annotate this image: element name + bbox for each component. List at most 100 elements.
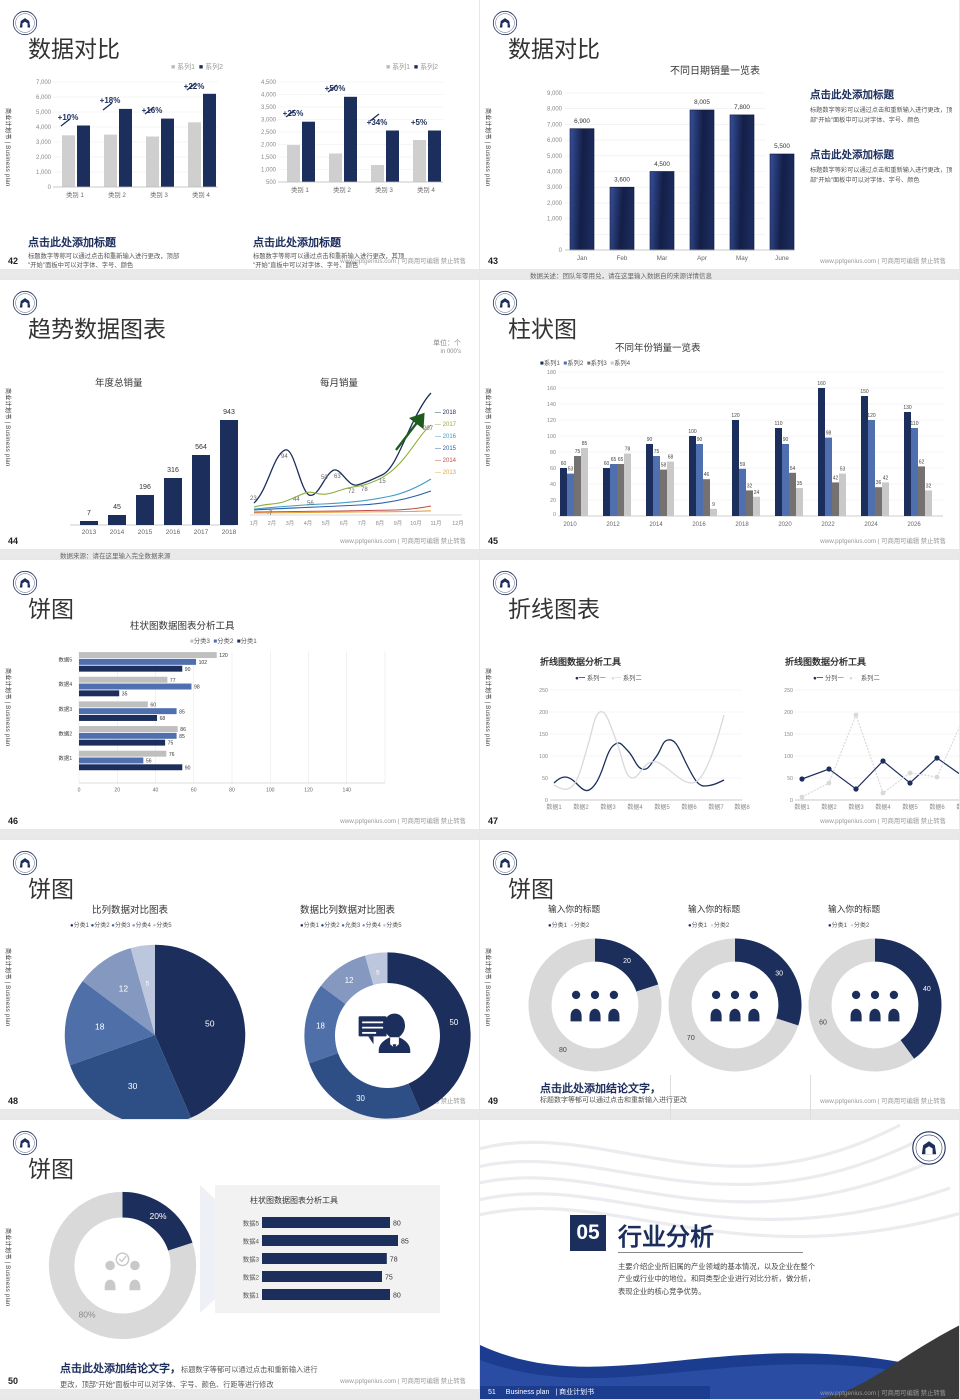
svg-text:78: 78 [625,447,631,453]
svg-text:250: 250 [784,688,793,694]
svg-text:110: 110 [911,421,919,427]
svg-text:76: 76 [169,752,175,758]
svg-text:943: 943 [223,409,235,416]
svg-text:2018: 2018 [735,522,749,528]
svg-text:1,000: 1,000 [261,168,277,174]
svg-text:7,000: 7,000 [547,122,563,128]
svg-text:0: 0 [78,788,81,794]
svg-text:196: 196 [139,484,151,491]
svg-text:2,000: 2,000 [261,143,277,149]
svg-text:5,500: 5,500 [774,143,790,150]
svg-text:40: 40 [550,482,556,488]
svg-text:2022: 2022 [821,522,835,528]
svg-text:150: 150 [539,732,548,738]
svg-text:4月: 4月 [304,520,312,527]
svg-text:数据4: 数据4 [243,1237,260,1246]
svg-text:60: 60 [819,1020,827,1027]
svg-text:4,000: 4,000 [36,125,52,131]
svg-text:53: 53 [840,467,846,473]
svg-text:数据5: 数据5 [654,803,670,811]
svg-text:2024: 2024 [864,522,878,528]
svg-text:6月: 6月 [340,520,348,527]
svg-text:2014: 2014 [110,529,125,536]
svg-text:20%: 20% [149,1211,166,1221]
svg-text:2,000: 2,000 [547,201,563,207]
svg-text:Apr: Apr [697,255,707,262]
svg-text:8,005: 8,005 [694,99,710,106]
svg-text:63: 63 [334,474,341,480]
svg-text:数据3: 数据3 [600,803,616,811]
svg-text:56: 56 [146,759,152,765]
svg-text:80: 80 [393,1221,401,1228]
svg-text:100: 100 [266,788,275,794]
svg-text:80: 80 [393,1293,401,1300]
svg-text:120: 120 [731,413,740,419]
svg-text:80: 80 [229,788,235,794]
svg-text:60: 60 [604,461,610,467]
svg-text:数据4: 数据4 [875,803,891,811]
svg-text:40: 40 [923,986,931,993]
svg-text:数据3: 数据3 [848,803,864,811]
svg-text:类别 4: 类别 4 [192,190,210,199]
svg-text:2013: 2013 [82,529,97,536]
svg-text:数据6: 数据6 [681,803,697,811]
svg-text:60: 60 [550,466,556,472]
svg-text:100: 100 [784,754,793,760]
svg-text:40: 40 [153,788,159,794]
svg-text:+5%: +5% [411,118,427,127]
svg-text:12: 12 [345,976,354,985]
svg-text:85: 85 [401,1239,409,1246]
svg-text:2016: 2016 [166,529,181,536]
svg-text:20: 20 [550,498,556,504]
svg-text:78: 78 [361,487,368,493]
svg-text:110: 110 [775,421,783,427]
svg-text:11月: 11月 [431,520,442,527]
svg-text:85: 85 [582,441,588,447]
svg-text:98: 98 [826,431,832,437]
svg-text:+34%: +34% [367,118,388,127]
svg-text:50: 50 [787,776,793,782]
svg-text:30: 30 [775,971,783,978]
svg-text:Feb: Feb [617,255,628,262]
svg-text:Jan: Jan [577,255,588,262]
svg-text:7月: 7月 [358,520,366,527]
svg-text:8月: 8月 [376,520,384,527]
svg-text:90: 90 [783,437,789,443]
svg-text:2016: 2016 [692,522,706,528]
svg-text:77: 77 [170,678,176,684]
svg-text:53: 53 [568,467,574,473]
svg-text:18: 18 [316,1022,325,1031]
svg-text:12: 12 [119,983,129,993]
svg-text:30: 30 [356,1094,365,1103]
svg-text:9: 9 [712,502,715,508]
svg-text:86: 86 [180,727,186,733]
svg-text:75: 75 [385,1275,393,1282]
svg-text:100: 100 [539,754,548,760]
svg-text:130: 130 [903,405,912,411]
svg-text:类别 1: 类别 1 [66,190,84,199]
svg-text:数据4: 数据4 [59,680,73,688]
svg-text:54: 54 [790,466,796,472]
svg-text:0: 0 [553,512,556,518]
svg-text:数据2: 数据2 [243,1273,260,1282]
svg-text:59: 59 [740,462,746,468]
svg-text:58: 58 [661,463,667,469]
svg-text:56: 56 [307,501,314,507]
svg-text:-7: -7 [267,511,273,517]
svg-text:90: 90 [697,437,703,443]
svg-text:72: 72 [348,489,355,495]
svg-text:数据1: 数据1 [243,1291,260,1300]
svg-text:65: 65 [611,457,617,463]
svg-text:60: 60 [561,461,567,467]
svg-text:140: 140 [547,402,556,408]
svg-text:数据7: 数据7 [708,803,724,811]
svg-text:160: 160 [817,381,826,387]
svg-text:数据5: 数据5 [243,1219,260,1228]
svg-text:2026: 2026 [907,522,921,528]
svg-text:90: 90 [185,765,191,771]
svg-text:0: 0 [559,248,563,254]
svg-text:0: 0 [48,185,52,191]
svg-text:12月: 12月 [452,520,463,527]
svg-text:5: 5 [376,969,380,976]
svg-text:78: 78 [390,1257,398,1264]
